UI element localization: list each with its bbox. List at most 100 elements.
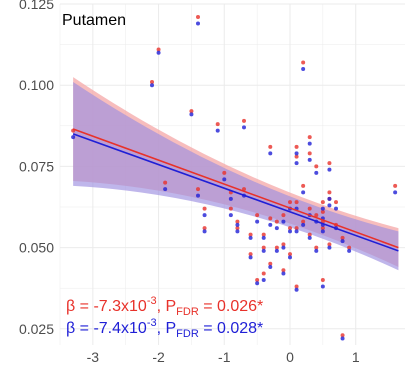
red-data-point (340, 333, 345, 338)
x-tick-label: -1 (218, 349, 231, 365)
blue-data-point (294, 151, 299, 156)
red-data-point (163, 180, 168, 185)
red-data-point (294, 284, 299, 289)
x-tick-label: -2 (152, 349, 165, 365)
red-data-point (255, 278, 260, 283)
red-data-point (288, 200, 292, 205)
red-data-point (307, 135, 312, 140)
red-data-point (189, 109, 194, 114)
blue-data-point (281, 245, 286, 250)
blue-data-point (334, 206, 338, 211)
red-data-point (268, 216, 273, 221)
blue-data-point (281, 271, 286, 276)
blue-data-point (274, 248, 279, 253)
blue-data-point (255, 219, 260, 224)
red-data-point (294, 154, 299, 159)
blue-data-point (268, 265, 273, 270)
blue-data-point (347, 248, 352, 253)
red-data-point (301, 183, 306, 188)
blue-data-point (301, 190, 306, 195)
red-data-point (235, 226, 240, 231)
y-tick-label: 0.100 (19, 77, 54, 93)
blue-data-point (320, 206, 325, 211)
red-data-point (274, 245, 279, 250)
red-data-point (294, 200, 299, 205)
blue-data-point (301, 66, 306, 71)
red-regression-line (72, 128, 399, 249)
confidence-bands (73, 77, 399, 271)
red-data-point (307, 151, 312, 156)
x-axis-ticks: -3 -2 -1 0 1 (87, 349, 360, 365)
blue-data-point (189, 112, 194, 117)
data-points (71, 14, 398, 341)
blue-data-point (156, 50, 161, 55)
blue-data-point (320, 284, 325, 289)
red-data-point (248, 252, 253, 257)
red-data-point (281, 213, 286, 218)
red-data-point (235, 219, 240, 224)
blue-data-point (248, 235, 253, 240)
blue-data-point (274, 226, 279, 231)
red-data-point (327, 161, 332, 166)
red-data-point (288, 226, 292, 231)
red-data-point (320, 226, 325, 231)
blue-data-point (314, 248, 319, 253)
blue-data-point (235, 222, 240, 227)
red-data-point (327, 190, 332, 195)
blue-data-point (340, 336, 345, 341)
blue-data-point (294, 229, 299, 234)
red-data-point (261, 245, 266, 250)
red-data-point (274, 219, 279, 224)
red-data-point (196, 187, 200, 192)
x-tick-label: 0 (286, 349, 294, 365)
blue-data-point (196, 21, 200, 26)
blue-data-point (268, 151, 273, 156)
blue-data-point (288, 229, 292, 234)
red-data-point (268, 144, 273, 149)
blue-data-point (294, 161, 299, 166)
y-tick-label: 0.075 (19, 158, 54, 174)
red-data-point (340, 235, 345, 240)
blue-data-point (294, 287, 299, 292)
blue-data-point (261, 248, 266, 253)
blue-data-point (281, 219, 286, 224)
red-data-point (301, 60, 306, 65)
blue-data-point (202, 213, 207, 218)
blue-data-point (301, 222, 306, 227)
red-data-point (261, 232, 266, 237)
blue-data-point (340, 239, 345, 244)
red-data-point (242, 118, 246, 123)
red-data-point (150, 79, 154, 84)
red-data-point (327, 242, 332, 247)
red-data-point (347, 245, 352, 250)
red-data-point (301, 219, 306, 224)
red-data-point (314, 213, 319, 218)
annotation-red: β = -7.3x10-3, PFDR = 0.026* (66, 295, 263, 318)
blue-data-point (196, 193, 200, 198)
blue-data-point (235, 229, 240, 234)
red-data-point (320, 209, 325, 214)
blue-data-point (314, 170, 319, 175)
red-data-point (314, 164, 319, 169)
blue-data-point (261, 235, 266, 240)
red-data-point (156, 47, 161, 52)
red-data-point (196, 14, 200, 19)
blue-data-point (228, 213, 233, 218)
y-tick-label: 0.125 (19, 0, 54, 12)
red-data-point (255, 213, 260, 218)
red-data-point (228, 206, 233, 211)
blue-data-point (228, 196, 233, 201)
blue-data-point (327, 203, 332, 208)
annotation-blue: β = -7.4x10-3, PFDR = 0.028* (66, 317, 263, 340)
red-data-point (393, 183, 398, 188)
blue-data-point (307, 157, 312, 162)
red-data-point (215, 122, 220, 127)
blue-data-point (327, 245, 332, 250)
blue-data-point (150, 83, 154, 88)
red-data-point (261, 271, 266, 276)
red-data-point (294, 144, 299, 149)
blue-data-point (327, 196, 332, 201)
red-data-point (314, 245, 319, 250)
y-axis-ticks: 0.025 0.050 0.075 0.100 0.125 (19, 0, 54, 337)
blue-data-point (307, 141, 312, 146)
